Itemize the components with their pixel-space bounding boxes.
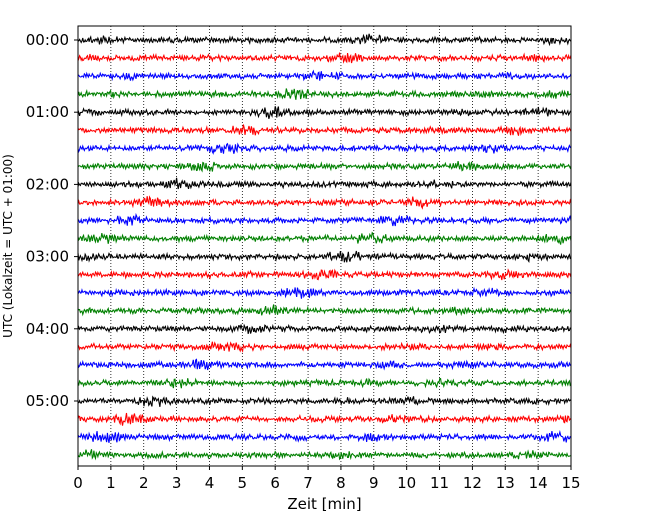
x-tick-label-6: 6 bbox=[270, 474, 280, 492]
y-ticks: 00:00 01:00 02:00 03:00 04:00 05:00 bbox=[26, 31, 78, 410]
x-tick-label-2: 2 bbox=[139, 474, 149, 492]
x-tick-label-7: 7 bbox=[303, 474, 313, 492]
trace-00:15 bbox=[77, 52, 572, 64]
y-tick-label-04:00: 04:00 bbox=[26, 320, 69, 338]
x-tick-label-13: 13 bbox=[496, 474, 515, 492]
x-tick-label-0: 0 bbox=[73, 474, 83, 492]
trace-05:00 bbox=[77, 395, 572, 407]
x-tick-label-8: 8 bbox=[336, 474, 346, 492]
trace-01:30 bbox=[77, 142, 572, 155]
trace-01:15 bbox=[77, 124, 572, 136]
y-tick-label-00:00: 00:00 bbox=[26, 31, 69, 49]
y-tick-label-05:00: 05:00 bbox=[26, 392, 69, 410]
x-tick-label-9: 9 bbox=[369, 474, 379, 492]
trace-01:45 bbox=[77, 160, 572, 173]
x-tick-label-4: 4 bbox=[205, 474, 215, 492]
traces bbox=[77, 33, 572, 461]
trace-05:30 bbox=[77, 429, 572, 443]
trace-03:45 bbox=[77, 304, 572, 317]
trace-00:00 bbox=[77, 33, 572, 47]
trace-04:30 bbox=[77, 358, 572, 371]
x-tick-label-10: 10 bbox=[397, 474, 416, 492]
x-tick-label-14: 14 bbox=[529, 474, 548, 492]
x-tick-label-15: 15 bbox=[561, 474, 580, 492]
x-tick-label-5: 5 bbox=[238, 474, 248, 492]
trace-04:15 bbox=[77, 341, 572, 353]
trace-02:30 bbox=[77, 212, 572, 227]
y-axis-label: UTC (Lokalzeit = UTC + 01:00) bbox=[1, 154, 15, 338]
grid-lines bbox=[110, 26, 539, 466]
trace-03:15 bbox=[77, 268, 572, 281]
trace-04:45 bbox=[77, 377, 572, 389]
x-tick-label-12: 12 bbox=[463, 474, 482, 492]
x-tick-label-11: 11 bbox=[430, 474, 449, 492]
trace-00:30 bbox=[77, 69, 572, 82]
trace-02:15 bbox=[77, 195, 572, 210]
x-tick-label-1: 1 bbox=[106, 474, 116, 492]
trace-04:00 bbox=[77, 323, 572, 335]
y-tick-label-02:00: 02:00 bbox=[26, 175, 69, 193]
trace-03:30 bbox=[77, 286, 572, 299]
trace-03:00 bbox=[77, 250, 572, 263]
x-ticks: 0 1 2 3 4 5 6 7 8 9 10 11 12 13 14 15 bbox=[73, 466, 581, 492]
y-tick-label-01:00: 01:00 bbox=[26, 103, 69, 121]
trace-00:45 bbox=[77, 88, 572, 100]
y-tick-label-03:00: 03:00 bbox=[26, 248, 69, 266]
x-axis-label: Zeit [min] bbox=[287, 495, 361, 513]
trace-05:15 bbox=[77, 412, 572, 426]
plot-frame bbox=[77, 25, 572, 467]
trace-02:45 bbox=[77, 231, 572, 245]
trace-02:00 bbox=[77, 177, 572, 190]
trace-01:00 bbox=[77, 106, 572, 119]
x-tick-label-3: 3 bbox=[172, 474, 182, 492]
trace-05:45 bbox=[77, 449, 572, 461]
